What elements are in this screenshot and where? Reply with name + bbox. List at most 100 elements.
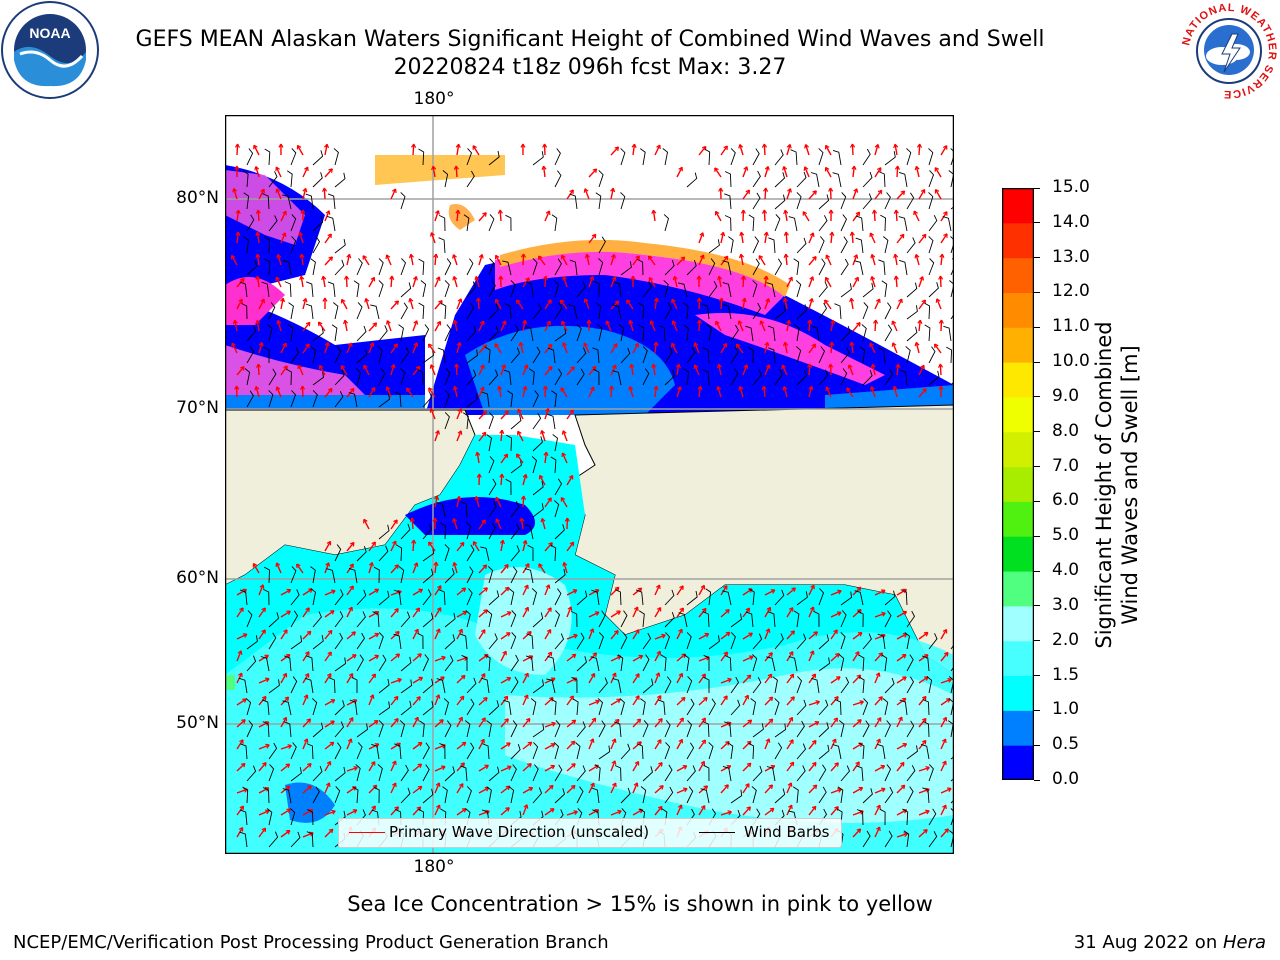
wave-direction-arrow (830, 762, 839, 772)
wave-direction-arrow (500, 677, 511, 684)
wave-arrow-head (925, 766, 930, 771)
wave-direction-arrow (324, 168, 333, 178)
wave-arrow-head (497, 385, 503, 391)
wind-barb (378, 258, 384, 276)
wave-direction-arrow (720, 232, 725, 244)
wave-direction-arrow (390, 718, 399, 728)
wave-direction-arrow (742, 275, 745, 288)
wave-arrow-head (573, 633, 578, 639)
wave-direction-arrow (280, 673, 288, 684)
wave-arrow-head (718, 297, 725, 302)
wave-arrow-head (414, 716, 419, 722)
wave-direction-arrow (610, 672, 617, 684)
wave-direction-arrow (258, 762, 267, 772)
wind-barb (818, 786, 827, 804)
wind-barb (443, 698, 450, 716)
wind-barb (466, 393, 478, 408)
wave-direction-arrow (873, 209, 876, 222)
wave-arrow-head (849, 231, 855, 236)
wave-direction-arrow (544, 343, 553, 354)
wave-arrow-head (482, 410, 488, 416)
wind-barb (268, 831, 279, 848)
wave-direction-arrow (538, 563, 546, 574)
wave-direction-arrow (671, 298, 678, 310)
wind-barb (906, 765, 916, 782)
wave-direction-arrow (302, 188, 307, 200)
wind-barb (246, 610, 253, 628)
wind-barb (246, 635, 258, 650)
wind-barb (884, 786, 894, 804)
wave-direction-arrow (786, 673, 795, 684)
wave-direction-arrow (896, 761, 905, 772)
wind-barb (884, 151, 896, 166)
wave-arrow-head (234, 143, 241, 148)
wave-direction-arrow (386, 320, 392, 332)
wind-barb (356, 589, 367, 606)
wind-barb (708, 280, 718, 298)
wave-arrow-head (610, 254, 616, 259)
colorbar-tick-label: 13.0 (1052, 246, 1090, 267)
wave-arrow-head (498, 275, 504, 280)
wave-direction-arrow (648, 277, 656, 288)
colorbar-swatch (1002, 431, 1034, 468)
wind-barb (262, 699, 270, 716)
wave-arrow-head (569, 541, 575, 547)
low-wave-patch (285, 782, 335, 823)
wave-arrow-head (824, 276, 830, 282)
wind-barb (348, 567, 358, 584)
wind-barb (400, 192, 406, 210)
wave-arrow-head (787, 782, 793, 787)
wave-direction-arrow (280, 654, 291, 662)
wave-direction-arrow (874, 634, 886, 640)
wave-direction-arrow (257, 209, 260, 222)
wave-direction-arrow (896, 190, 906, 200)
wave-arrow-head (364, 298, 370, 303)
colorbar-tick-mark (1034, 466, 1040, 468)
wave-direction-arrow (258, 744, 270, 750)
wave-arrow-head (656, 606, 662, 612)
wave-arrow-head (353, 766, 358, 771)
wind-barb (928, 830, 938, 848)
wave-arrow-head (541, 165, 547, 170)
wave-arrow-head (522, 473, 528, 479)
wind-barb (418, 258, 425, 276)
wind-barb (355, 368, 362, 386)
wave-arrow-head (349, 563, 354, 569)
wave-direction-arrow (432, 166, 436, 178)
wave-arrow-head (724, 784, 729, 789)
wind-barb (306, 743, 314, 760)
wave-direction-arrow (456, 408, 462, 420)
wind-barb (724, 721, 732, 738)
wave-arrow-head (614, 718, 620, 724)
wave-direction-arrow (390, 760, 397, 772)
wave-direction-arrow (280, 342, 287, 354)
wave-arrow-head (653, 341, 659, 346)
wind-barb (686, 720, 693, 738)
wave-direction-arrow (829, 363, 832, 376)
wave-arrow-head (829, 341, 835, 346)
wind-barb (818, 657, 831, 672)
wave-arrow-head (679, 585, 684, 590)
wave-direction-arrow (390, 608, 399, 618)
wave-arrow-head (736, 343, 741, 349)
wind-barb (612, 678, 622, 694)
wave-arrow-head (501, 320, 507, 325)
wave-direction-arrow (871, 254, 876, 266)
wave-arrow-head (547, 343, 553, 349)
wave-direction-arrow (390, 678, 402, 684)
wave-direction-arrow (346, 809, 358, 816)
wind-barb (466, 281, 477, 298)
wave-arrow-head (307, 763, 312, 768)
wind-barb (306, 809, 314, 826)
wind-barb (422, 612, 434, 628)
wave-arrow-head (738, 144, 744, 149)
wave-arrow-head (727, 677, 732, 683)
wave-arrow-head (458, 628, 463, 634)
wave-direction-arrow (517, 408, 524, 420)
wind-barb (268, 742, 278, 760)
wave-direction-arrow (896, 716, 903, 728)
wind-barb (550, 544, 557, 562)
wave-direction-arrow (566, 475, 574, 486)
wave-arrow-head (495, 254, 500, 260)
wind-barb (928, 236, 934, 254)
